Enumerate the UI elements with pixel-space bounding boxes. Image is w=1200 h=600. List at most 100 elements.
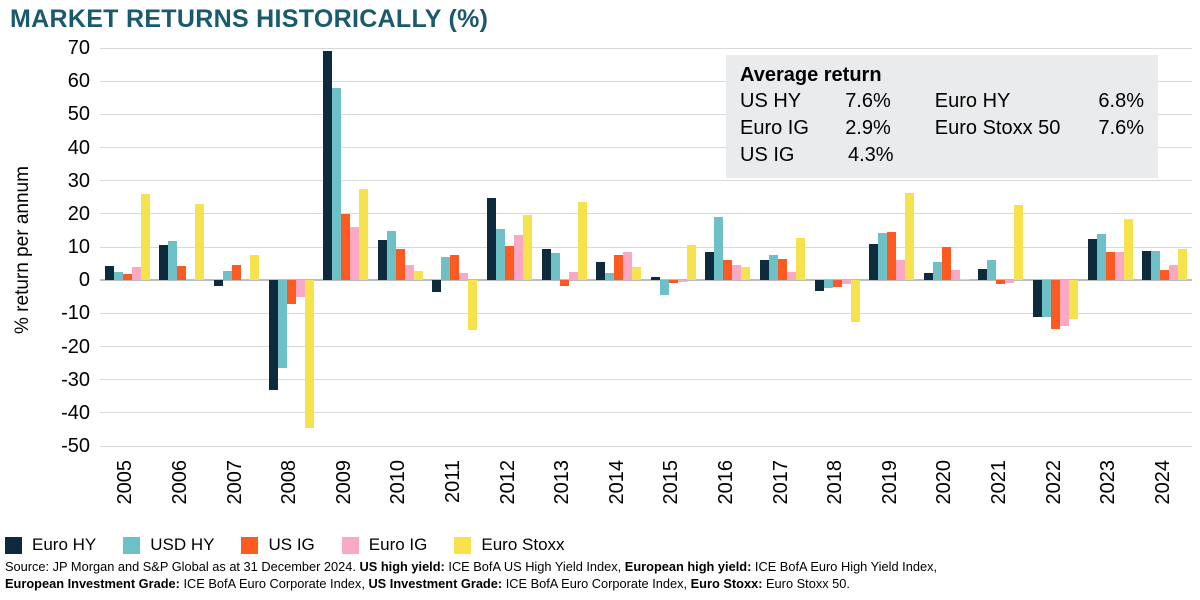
bar-euro-ig-2017 (787, 271, 796, 281)
bar-euro-stoxx-2023 (1123, 219, 1133, 281)
bar-us-ig-2016 (723, 260, 733, 281)
x-tick-label-2011: 2011 (441, 460, 464, 504)
x-tick-label-2008: 2008 (278, 460, 301, 505)
bar-us-ig-2012 (505, 245, 514, 281)
legend-label: Euro HY (32, 535, 97, 554)
bar-euro-hy-2020 (923, 272, 933, 281)
bar-usd-hy-2021 (987, 260, 997, 281)
bar-euro-ig-2010 (404, 264, 414, 281)
legend-item-euro-stoxx: Euro Stoxx (454, 535, 565, 555)
x-tick-label-2009: 2009 (332, 460, 355, 505)
bar-us-ig-2010 (395, 248, 405, 281)
footnote-segment: Euro Stoxx: (690, 575, 763, 591)
bar-usd-hy-2013 (550, 252, 560, 281)
x-tick-label-2014: 2014 (605, 460, 628, 505)
legend-label: USD HY (150, 535, 215, 554)
gridline (100, 80, 1192, 82)
bar-us-ig-2020 (941, 247, 951, 281)
average-return-box: Average return US HY 7.6% Euro HY 6.8% E… (726, 55, 1158, 178)
gridline (100, 246, 1192, 248)
bar-euro-hy-2016 (705, 251, 715, 281)
y-tick-label: 50 (67, 103, 90, 126)
avg-label: Euro IG (740, 117, 809, 139)
average-return-title: Average return (740, 64, 882, 86)
bar-us-ig-2008 (286, 280, 296, 305)
bar-usd-hy-2019 (878, 232, 888, 281)
bar-euro-ig-2019 (896, 259, 906, 281)
gridline (100, 180, 1192, 182)
bar-usd-hy-2005 (113, 271, 123, 281)
bar-euro-hy-2006 (159, 245, 169, 281)
bar-euro-ig-2006 (186, 278, 196, 281)
gridline (100, 213, 1192, 215)
legend-label: US IG (268, 535, 315, 554)
bar-euro-stoxx-2021 (1014, 204, 1024, 281)
page-title: MARKET RETURNS HISTORICALLY (%) (10, 5, 489, 33)
bar-euro-ig-2021 (1005, 280, 1015, 284)
gridline (100, 445, 1192, 447)
y-tick-label: 70 (67, 37, 90, 59)
bar-euro-hy-2009 (323, 51, 333, 281)
legend-swatch-icon (123, 536, 141, 554)
bar-us-ig-2018 (832, 280, 842, 288)
bar-euro-stoxx-2016 (741, 266, 751, 281)
y-tick-label: 30 (67, 169, 90, 192)
bar-euro-stoxx-2024 (1178, 248, 1188, 281)
avg-value: 7.6% (845, 90, 891, 112)
legend-item-us-ig: US IG (241, 535, 315, 555)
bar-euro-stoxx-2018 (850, 280, 860, 323)
bar-us-ig-2022 (1051, 280, 1060, 330)
bar-usd-hy-2008 (277, 280, 287, 369)
zero-axis-line (100, 279, 1192, 282)
bar-usd-hy-2009 (332, 87, 342, 281)
bar-euro-stoxx-2009 (359, 188, 369, 281)
footnote-segment: ICE BofA Euro High Yield Index, (751, 559, 938, 574)
avg-value: 2.9% (845, 117, 891, 139)
bar-us-ig-2014 (614, 255, 624, 281)
bar-euro-hy-2024 (1142, 251, 1152, 281)
gridline (100, 412, 1192, 414)
bar-usd-hy-2022 (1042, 280, 1051, 317)
bar-usd-hy-2024 (1151, 250, 1161, 281)
footnote-segment: ICE BofA Euro Corporate Index, (502, 575, 691, 591)
legend-swatch-icon (341, 536, 359, 554)
x-tick-label-2018: 2018 (824, 460, 847, 505)
x-tick-label-2020: 2020 (933, 460, 956, 505)
bar-euro-hy-2018 (814, 280, 824, 292)
y-tick-label: 0 (78, 269, 90, 292)
avg-value: 6.8% (1098, 90, 1144, 112)
x-tick-label-2012: 2012 (496, 460, 519, 505)
bar-euro-stoxx-2019 (905, 193, 915, 281)
avg-value: 7.6% (1098, 117, 1144, 139)
bar-us-ig-2011 (450, 254, 460, 281)
bar-euro-stoxx-2014 (632, 266, 642, 281)
bar-euro-ig-2015 (677, 280, 687, 283)
bar-euro-hy-2015 (650, 276, 660, 281)
bar-euro-hy-2019 (869, 243, 879, 281)
bar-euro-ig-2014 (623, 252, 633, 281)
legend-item-euro-ig: Euro IG (341, 535, 427, 555)
bar-euro-hy-2017 (760, 259, 769, 281)
gridline (100, 47, 1192, 49)
footnote-segment: Source: JP Morgan and S&P Global as at 3… (5, 559, 360, 574)
y-tick-label: -40 (61, 401, 90, 424)
average-return-row: Euro IG 2.9% Euro Stoxx 50 7.6% (740, 115, 1144, 142)
bar-usd-hy-2014 (605, 272, 615, 281)
x-tick-label-2006: 2006 (168, 460, 191, 505)
bar-euro-hy-2023 (1087, 239, 1097, 281)
gridline (100, 113, 1192, 115)
footnote-segment: European high yield: (624, 559, 752, 574)
y-tick-label: -30 (61, 368, 90, 391)
x-tick-label-2015: 2015 (660, 460, 683, 505)
footnote-segment: US high yield: (359, 559, 445, 574)
bar-euro-stoxx-2011 (468, 280, 478, 330)
bar-euro-hy-2007 (214, 280, 223, 286)
bar-usd-hy-2010 (386, 231, 396, 281)
source-footnote: Source: JP Morgan and S&P Global as at 3… (5, 559, 1195, 592)
bar-euro-hy-2012 (487, 197, 496, 281)
bar-euro-ig-2005 (131, 266, 141, 281)
bar-us-ig-2005 (122, 274, 132, 281)
bar-euro-stoxx-2012 (523, 215, 532, 281)
y-tick-label: -50 (61, 435, 90, 457)
bar-us-ig-2024 (1160, 270, 1170, 281)
